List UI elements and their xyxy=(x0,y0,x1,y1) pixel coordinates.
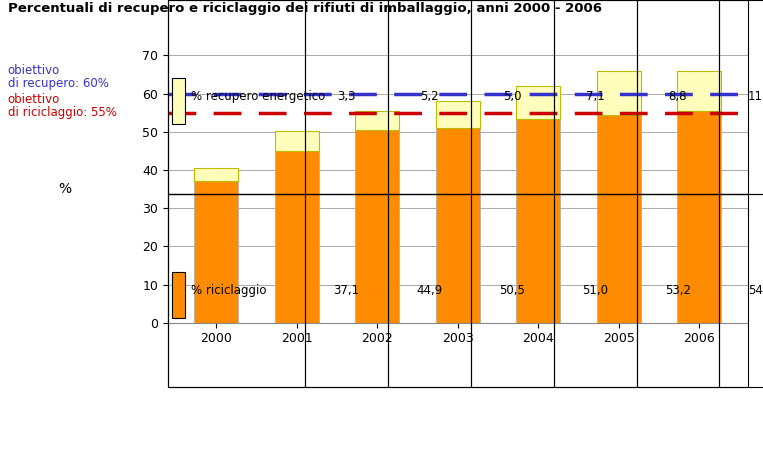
Text: 5,2: 5,2 xyxy=(420,90,439,103)
Bar xyxy=(597,115,641,323)
Bar xyxy=(677,111,721,323)
Text: di recupero: 60%: di recupero: 60% xyxy=(8,77,108,90)
Text: % riciclaggio: % riciclaggio xyxy=(191,284,266,297)
Bar xyxy=(677,71,721,111)
Text: Percentuali di recupero e riciclaggio dei rifiuti di imballaggio, anni 2000 - 20: Percentuali di recupero e riciclaggio de… xyxy=(8,2,602,15)
Bar xyxy=(597,71,641,115)
Text: di riciclaggio: 55%: di riciclaggio: 55% xyxy=(8,106,117,119)
Text: 5,0: 5,0 xyxy=(503,90,522,103)
Text: % recupero energetico: % recupero energetico xyxy=(191,90,325,103)
Text: 11,5: 11,5 xyxy=(748,90,763,103)
Bar xyxy=(195,181,239,323)
Bar xyxy=(436,128,480,323)
Text: 51,0: 51,0 xyxy=(582,284,608,297)
Bar xyxy=(195,168,239,181)
Bar xyxy=(436,101,480,128)
Bar xyxy=(356,130,400,323)
Bar xyxy=(275,131,319,151)
Text: 7,1: 7,1 xyxy=(586,90,604,103)
Text: obiettivo: obiettivo xyxy=(8,93,60,106)
Text: 44,9: 44,9 xyxy=(417,284,443,297)
Text: 37,1: 37,1 xyxy=(333,284,359,297)
Text: 50,5: 50,5 xyxy=(499,284,525,297)
Text: %: % xyxy=(58,182,72,196)
Text: 54,3: 54,3 xyxy=(748,284,763,297)
Text: 3,3: 3,3 xyxy=(337,90,356,103)
Bar xyxy=(516,119,560,323)
Bar xyxy=(275,151,319,323)
Bar xyxy=(356,111,400,130)
Bar xyxy=(516,86,560,119)
Text: 53,2: 53,2 xyxy=(665,284,691,297)
Text: obiettivo: obiettivo xyxy=(8,64,60,77)
Text: 8,8: 8,8 xyxy=(668,90,687,103)
